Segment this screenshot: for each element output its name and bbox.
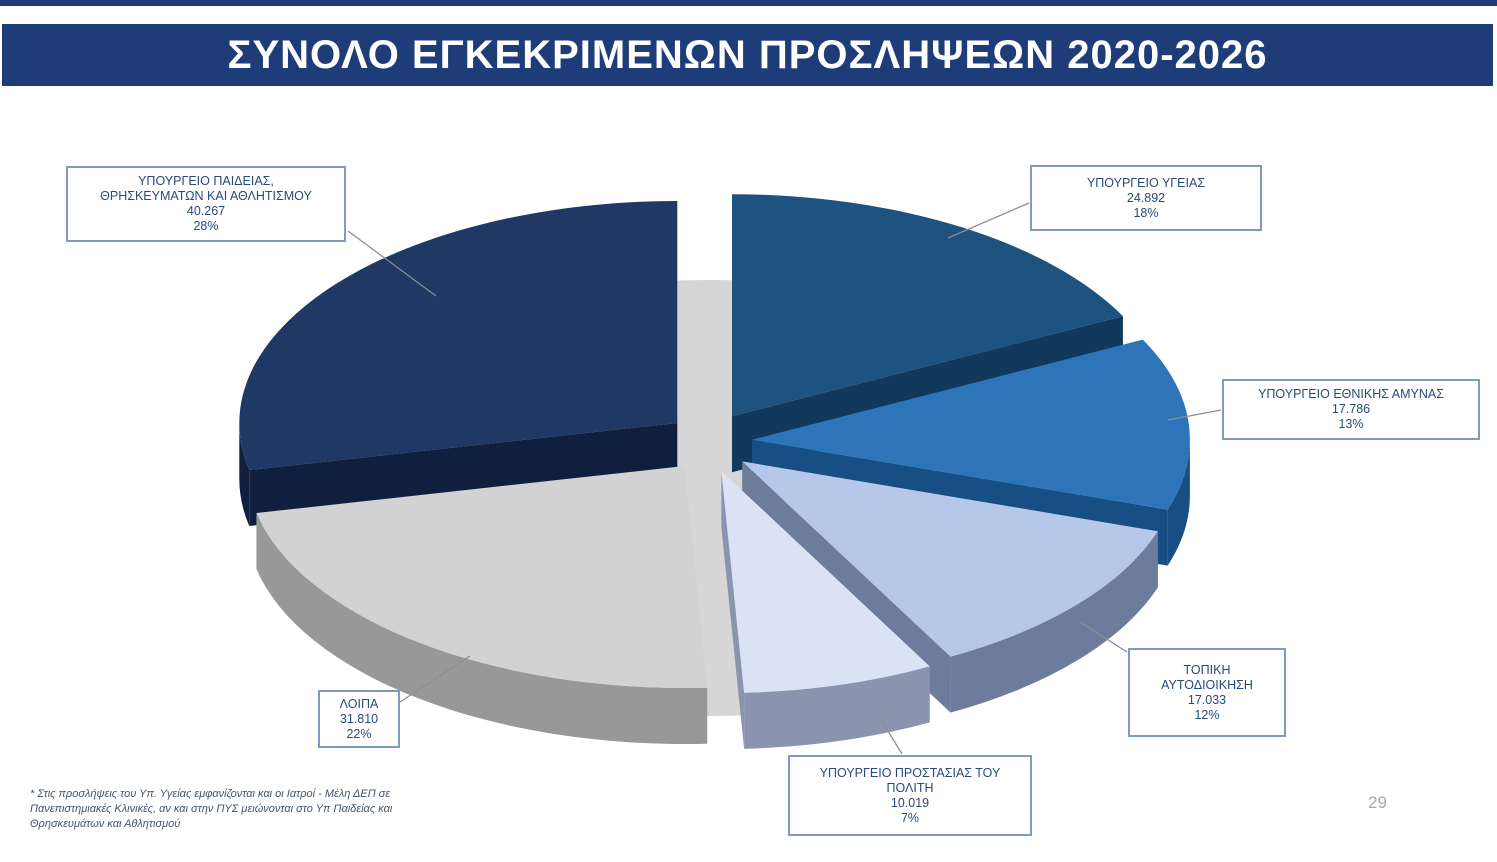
callout-value: 10.019 (890, 795, 930, 810)
pie-slice-civil (721, 471, 930, 693)
pie-slice-other (256, 466, 708, 689)
slide-title: ΣΥΝΟΛΟ ΕΓΚΕΚΡΙΜΕΝΩΝ ΠΡΟΣΛΗΨΕΩΝ 2020-2026 (227, 33, 1268, 77)
callout-percent: 7% (900, 810, 920, 825)
callout-education: ΥΠΟΥΡΓΕΙΟ ΠΑΙΔΕΙΑΣ, ΘΡΗΣΚΕΥΜΑΤΩΝ ΚΑΙ ΑΘΛ… (66, 166, 346, 242)
callout-line: ΥΠΟΥΡΓΕΙΟ ΠΑΙΔΕΙΑΣ, (138, 174, 274, 188)
footnote: * Στις προσλήψεις του Υπ. Υγείας εμφανίζ… (30, 787, 430, 832)
callout-value: 17.786 (1331, 402, 1371, 416)
pie-side-defense (1167, 439, 1190, 566)
pie-side-civil (744, 666, 930, 749)
callout-line: ΥΠΟΥΡΓΕΙΟ ΕΘΝΙΚΗΣ ΑΜΥΝΑΣ (1258, 387, 1444, 401)
callout-value: 31.810 (339, 711, 379, 726)
pie-side-education (239, 423, 250, 527)
page-number: 29 (1368, 793, 1387, 812)
callout-line: ΛΟΙΠΑ (339, 696, 379, 711)
callout-percent: 13% (1338, 417, 1364, 431)
callout-line: ΤΟΠΙΚΗ (1183, 662, 1231, 677)
callout-value: 40.267 (186, 204, 226, 218)
callout-value: 17.033 (1187, 692, 1227, 707)
pie-side-other (256, 513, 708, 745)
footnote-line: μειώνονται στο Υπ Παιδείας και Θρησκευμά… (30, 803, 393, 830)
callout-local: ΤΟΠΙΚΗ ΑΥΤΟΔΙΟΙΚΗΣΗ 17.033 12% (1128, 648, 1286, 737)
callout-percent: 28% (193, 219, 219, 233)
pie-slice-defense (751, 339, 1190, 510)
top-border-strip (0, 0, 1497, 6)
callout-line: ΠΟΛΙΤΗ (886, 780, 934, 795)
callout-health: ΥΠΟΥΡΓΕΙΟ ΥΓΕΙΑΣ 24.892 18% (1030, 165, 1262, 231)
callout-value: 24.892 (1126, 190, 1166, 205)
callout-line: ΘΡΗΣΚΕΥΜΑΤΩΝ ΚΑΙ ΑΘΛΗΤΙΣΜΟΥ (100, 189, 312, 203)
leader-line-education (347, 230, 437, 297)
footnote-line: Μέλη ΔΕΠ σε Πανεπιστημιακές Κλινικές, αν… (30, 788, 391, 815)
pie-cut-civil (721, 471, 745, 749)
leader-line-defense (1167, 409, 1222, 421)
leader-line-other (399, 655, 471, 703)
callout-line: ΑΥΤΟΔΙΟΙΚΗΣΗ (1161, 677, 1253, 692)
title-bar: ΣΥΝΟΛΟ ΕΓΚΕΚΡΙΜΕΝΩΝ ΠΡΟΣΛΗΨΕΩΝ 2020-2026 (2, 24, 1493, 86)
callout-percent: 12% (1194, 707, 1220, 722)
pie-side-local (950, 531, 1158, 713)
footnote-line: * Στις προσλήψεις του Υπ. Υγείας εμφανίζ… (30, 788, 322, 800)
pie-slice-education (239, 201, 678, 471)
callout-line: ΥΠΟΥΡΓΕΙΟ ΥΓΕΙΑΣ (1086, 175, 1206, 190)
callout-civil: ΥΠΟΥΡΓΕΙΟ ΠΡΟΣΤΑΣΙΑΣ ΤΟΥ ΠΟΛΙΤΗ 10.019 7… (788, 755, 1032, 836)
pie-cut-education (249, 423, 678, 527)
leader-line-health (947, 202, 1030, 239)
callout-other: ΛΟΙΠΑ 31.810 22% (318, 690, 400, 748)
callout-line: ΥΠΟΥΡΓΕΙΟ ΠΡΟΣΤΑΣΙΑΣ ΤΟΥ (819, 765, 1001, 780)
pie-slice-local (742, 461, 1158, 657)
callout-defense: ΥΠΟΥΡΓΕΙΟ ΕΘΝΙΚΗΣ ΑΜΥΝΑΣ 17.786 13% (1222, 379, 1480, 440)
pie-slice-health (732, 194, 1123, 417)
callout-percent: 18% (1133, 205, 1159, 220)
leader-line-civil (879, 717, 903, 755)
leader-line-local (1079, 621, 1128, 653)
callout-percent: 22% (346, 726, 372, 741)
